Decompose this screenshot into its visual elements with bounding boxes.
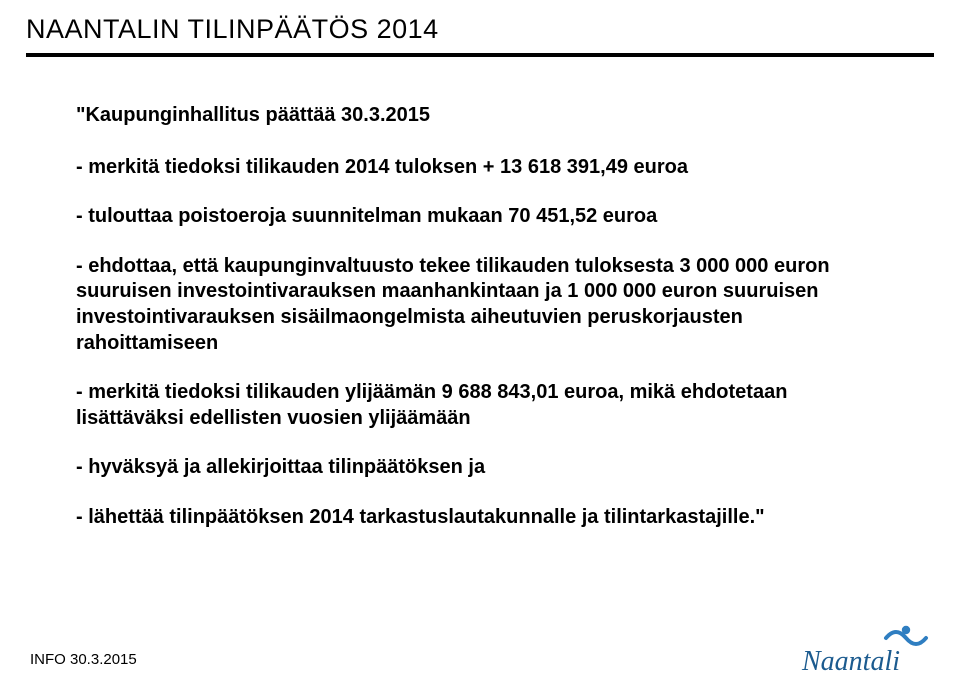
bullet-item: - ehdottaa, että kaupunginvaltuusto teke… bbox=[76, 254, 830, 356]
logo-sun-icon bbox=[902, 626, 910, 634]
bullet-item: - hyväksyä ja allekirjoittaa tilinpäätök… bbox=[76, 455, 830, 481]
bullet-item: - merkitä tiedoksi tilikauden ylijäämän … bbox=[76, 380, 830, 431]
header: NAANTALIN TILINPÄÄTÖS 2014 bbox=[0, 0, 960, 45]
bullet-item: - merkitä tiedoksi tilikauden 2014 tulok… bbox=[76, 155, 830, 181]
intro-line: "Kaupunginhallitus päättää 30.3.2015 bbox=[76, 103, 830, 129]
bullet-item: - lähettää tilinpäätöksen 2014 tarkastus… bbox=[76, 505, 830, 531]
page-title: NAANTALIN TILINPÄÄTÖS 2014 bbox=[26, 14, 960, 45]
logo-svg: Naantali bbox=[790, 624, 930, 678]
bullet-item: - tulouttaa poistoeroja suunnitelman muk… bbox=[76, 204, 830, 230]
footer-info: INFO 30.3.2015 bbox=[30, 651, 137, 668]
naantali-logo: Naantali bbox=[790, 624, 930, 678]
slide: NAANTALIN TILINPÄÄTÖS 2014 "Kaupunginhal… bbox=[0, 0, 960, 694]
content-body: "Kaupunginhallitus päättää 30.3.2015 - m… bbox=[0, 57, 870, 531]
logo-wordmark: Naantali bbox=[801, 646, 900, 677]
